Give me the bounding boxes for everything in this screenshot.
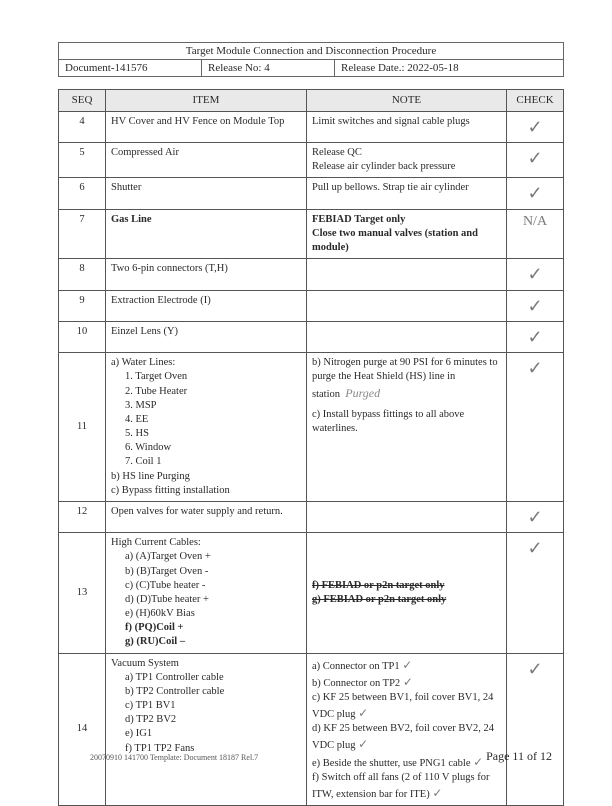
na-mark: N/A (523, 214, 547, 229)
check-icon: ✓ (358, 737, 368, 751)
check-icon: ✓ (527, 115, 542, 139)
check-icon: ✓ (402, 658, 412, 672)
table-row: 11 a) Water Lines: 1. Target Oven 2. Tub… (59, 353, 564, 502)
procedure-table: SEQ ITEM NOTE CHECK 4 HV Cover and HV Fe… (58, 89, 564, 806)
check-icon: ✓ (358, 706, 368, 720)
table-row: 6 Shutter Pull up bellows. Strap tie air… (59, 178, 564, 209)
check-icon: ✓ (527, 294, 542, 318)
check-icon: ✓ (403, 675, 413, 689)
table-row: 8 Two 6-pin connectors (T,H) ✓ (59, 259, 564, 290)
table-row: 13 High Current Cables: a) (A)Target Ove… (59, 533, 564, 653)
check-icon: ✓ (527, 262, 542, 286)
check-icon: ✓ (473, 755, 483, 769)
check-icon: ✓ (527, 657, 542, 681)
doc-title: Target Module Connection and Disconnecti… (59, 43, 564, 60)
col-note: NOTE (307, 90, 507, 112)
doc-number: Document-141576 (59, 60, 202, 77)
table-row: 12 Open valves for water supply and retu… (59, 501, 564, 532)
check-icon: ✓ (527, 146, 542, 170)
page-number: Page 11 of 12 (486, 749, 552, 764)
check-icon: ✓ (527, 325, 542, 349)
table-row: 14 Vacuum System a) TP1 Controller cable… (59, 653, 564, 806)
check-icon: ✓ (527, 181, 542, 205)
check-icon: ✓ (432, 786, 442, 800)
table-row: 5 Compressed Air Release QCRelease air c… (59, 143, 564, 178)
table-row: 10 Einzel Lens (Y) ✓ (59, 321, 564, 352)
col-check: CHECK (507, 90, 564, 112)
footer-template-info: 20070910 141700 Template: Document 18187… (90, 753, 258, 762)
release-no: Release No: 4 (202, 60, 335, 77)
table-row: 4 HV Cover and HV Fence on Module Top Li… (59, 111, 564, 142)
header-table: Target Module Connection and Disconnecti… (58, 42, 564, 77)
table-row: 7 Gas Line FEBIAD Target onlyClose two m… (59, 209, 564, 259)
col-item: ITEM (106, 90, 307, 112)
release-date: Release Date.: 2022-05-18 (335, 60, 564, 77)
handwriting: Purged (345, 386, 380, 400)
check-icon: ✓ (527, 505, 542, 529)
check-icon: ✓ (527, 356, 542, 380)
col-seq: SEQ (59, 90, 106, 112)
table-row: 9 Extraction Electrode (I) ✓ (59, 290, 564, 321)
check-icon: ✓ (527, 536, 542, 560)
